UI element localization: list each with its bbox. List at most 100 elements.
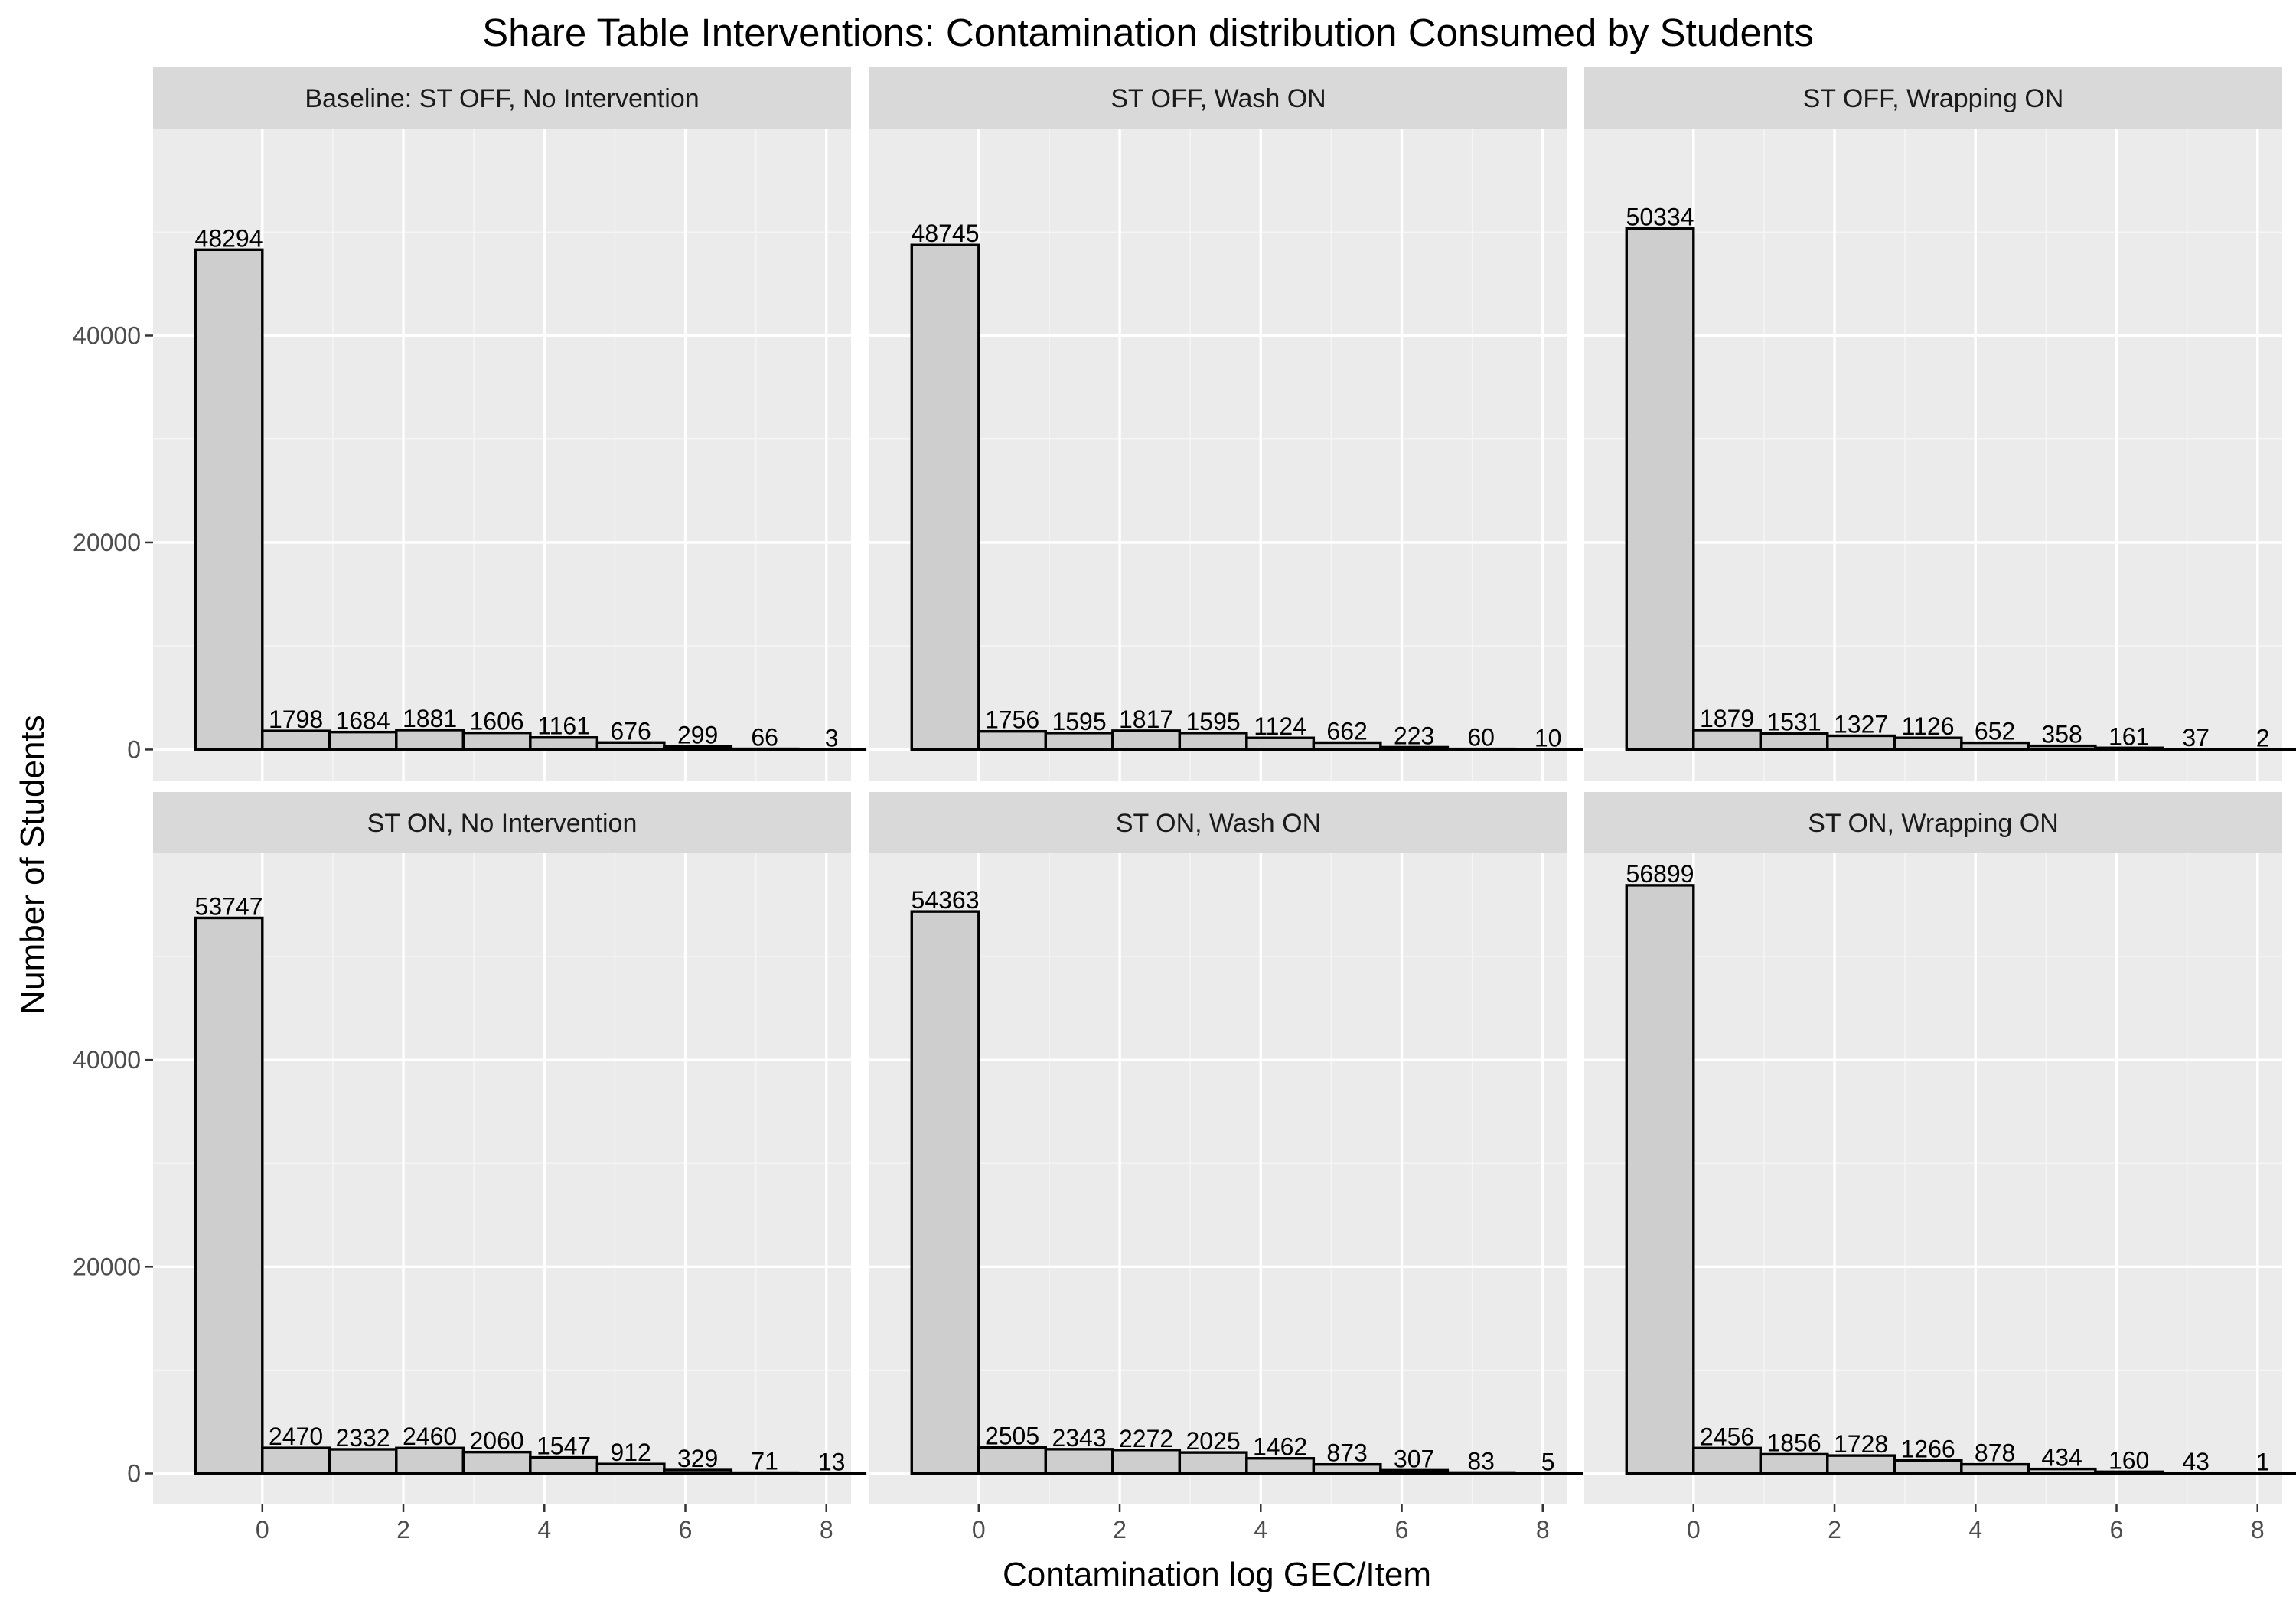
histogram-bar (1625, 884, 1695, 1475)
histogram-bar (1312, 1462, 1382, 1475)
bar-count-label: 1266 (1900, 1435, 1955, 1462)
bar-count-label: 2332 (335, 1424, 390, 1452)
histogram-bar (1178, 732, 1248, 751)
bar-count-label: 43 (2182, 1448, 2210, 1475)
histogram-bar (1692, 1446, 1763, 1475)
histogram-bar (1826, 1454, 1896, 1475)
bar-count-label: 434 (2041, 1444, 2082, 1472)
bar-count-label: 56899 (1626, 860, 1694, 888)
bar-count-label: 1531 (1766, 709, 1821, 736)
histogram-bar (1044, 732, 1114, 751)
x-tick-label: 0 (1687, 1516, 1701, 1543)
histogram-bar (1178, 1451, 1248, 1475)
bar-count-label: 71 (751, 1448, 778, 1475)
facet-strip-label: ST ON, No Intervention (367, 809, 638, 838)
chart-title: Share Table Interventions: Contamination… (482, 11, 1814, 54)
histogram-bar (261, 729, 331, 751)
bar-count-label: 1161 (537, 712, 590, 740)
panel-background (1584, 853, 2282, 1504)
bar-count-label: 873 (1326, 1439, 1367, 1467)
bar-count-label: 50334 (1626, 204, 1694, 231)
x-tick-label: 0 (972, 1516, 986, 1543)
histogram-bar (910, 910, 980, 1475)
bar-count-label: 299 (677, 721, 718, 748)
histogram-bar (1044, 1448, 1114, 1475)
facet-strip-label: Baseline: ST OFF, No Intervention (305, 84, 699, 113)
x-tick-label: 2 (1828, 1516, 1841, 1543)
bar-count-label: 223 (1394, 722, 1434, 749)
bar-count-label: 53747 (195, 892, 263, 920)
bar-count-label: 1728 (1834, 1430, 1888, 1458)
bar-count-label: 1881 (403, 705, 457, 732)
panel-background (869, 129, 1567, 781)
bar-count-label: 307 (1394, 1445, 1434, 1472)
bar-count-label: 48745 (912, 220, 980, 247)
bar-count-label: 2456 (1700, 1423, 1754, 1450)
y-tick-label: 40000 (73, 1046, 141, 1074)
panel-background (1584, 129, 2282, 781)
facet-strip-label: ST OFF, Wrapping ON (1803, 84, 2064, 113)
x-axis-title: Contamination log GEC/Item (1003, 1556, 1431, 1593)
bar-count-label: 1684 (335, 707, 390, 735)
histogram-bar (395, 729, 465, 751)
histogram-bar (1759, 732, 1829, 751)
bar-count-label: 161 (2108, 722, 2149, 750)
facet-strip (869, 67, 1567, 129)
bar-count-label: 1595 (1052, 708, 1106, 735)
bar-count-label: 1547 (536, 1433, 591, 1460)
x-tick-label: 8 (820, 1516, 833, 1543)
facet-panel: ST ON, Wash ON 54363 2505 2343 2272 2025 1462 8… (869, 792, 1583, 1543)
x-tick-label: 0 (256, 1516, 269, 1543)
facet-strip-label: ST ON, Wrapping ON (1808, 809, 2059, 838)
histogram-bar (1692, 729, 1763, 751)
bar-count-label: 1126 (1902, 712, 1955, 740)
bar-count-label: 60 (1467, 724, 1495, 751)
bar-count-label: 2025 (1186, 1427, 1240, 1455)
y-axis-title: Number of Students (14, 715, 51, 1014)
x-tick-label: 4 (1968, 1516, 1982, 1543)
facet-strip (1584, 792, 2282, 853)
bar-count-label: 2 (2256, 724, 2270, 751)
histogram-bar (977, 1446, 1048, 1475)
histogram-bar (1111, 729, 1182, 751)
bar-count-label: 2060 (469, 1427, 523, 1455)
bar-count-label: 676 (610, 717, 651, 745)
bar-count-label: 358 (2041, 721, 2082, 748)
histogram-bar (261, 1446, 331, 1475)
bar-count-label: 83 (1467, 1447, 1495, 1475)
bar-count-label: 2460 (403, 1423, 457, 1450)
y-tick-label: 20000 (73, 1253, 141, 1280)
y-tick-label: 0 (127, 735, 141, 763)
panel-background (153, 853, 851, 1504)
x-tick-label: 2 (396, 1516, 410, 1543)
histogram-bar (194, 916, 264, 1475)
histogram-bar (797, 1472, 867, 1475)
bar-count-label: 13 (818, 1448, 846, 1475)
x-tick-label: 6 (2110, 1516, 2124, 1543)
histogram-bar (977, 729, 1048, 751)
bar-count-label: 1606 (469, 708, 523, 735)
histogram-bar (328, 1448, 398, 1475)
bar-count-label: 1 (2256, 1448, 2270, 1475)
x-tick-label: 6 (1395, 1516, 1409, 1543)
facet-panel: ST OFF, Wash ON 48745 1756 1595 1817 1595 1124… (869, 67, 1583, 781)
facet-strip-label: ST OFF, Wash ON (1110, 84, 1326, 113)
histogram-bar (1625, 227, 1695, 751)
panel-background (153, 129, 851, 781)
bar-count-label: 1856 (1766, 1429, 1821, 1456)
x-tick-label: 4 (1254, 1516, 1267, 1543)
y-tick-label: 20000 (73, 529, 141, 556)
facet-panel: ST OFF, Wrapping ON 50334 1879 1531 1327 1126… (1584, 67, 2296, 781)
bar-count-label: 2505 (985, 1423, 1039, 1450)
bar-count-label: 652 (1975, 718, 2015, 745)
facet-panel: Baseline: ST OFF, No Intervention 48294 17… (73, 67, 867, 781)
bar-count-label: 1124 (1254, 712, 1306, 740)
x-tick-label: 4 (537, 1516, 551, 1543)
histogram-bar (1513, 1472, 1583, 1475)
bar-count-label: 662 (1326, 717, 1367, 745)
bar-count-label: 2272 (1119, 1425, 1173, 1452)
bar-count-label: 2343 (1052, 1424, 1106, 1452)
x-tick-label: 6 (679, 1516, 693, 1543)
x-tick-label: 8 (2251, 1516, 2265, 1543)
